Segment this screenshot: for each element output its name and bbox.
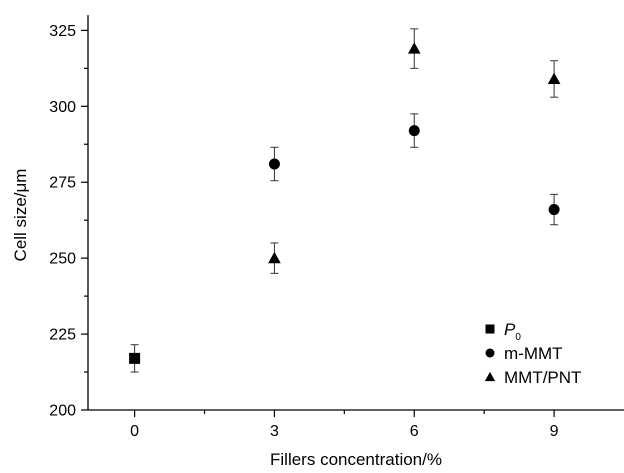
m-mmt-point — [548, 204, 560, 216]
y-axis-title: Cell size/μm — [11, 169, 30, 262]
data-markers — [129, 42, 561, 364]
legend-label-m-mmt: m-MMT — [504, 344, 563, 363]
y-axis-ticks: 200 225 250 275 300 325 — [49, 23, 88, 420]
y-tick-label: 275 — [49, 175, 76, 192]
legend-label-mmt-pnt: MMT/PNT — [504, 368, 581, 387]
legend-label-subscript: 0 — [515, 332, 521, 343]
x-tick-label: 6 — [410, 423, 419, 440]
legend: P0m-MMT MMT/PNT — [484, 320, 581, 387]
x-tick-label: 3 — [270, 423, 279, 440]
x-axis-ticks: 0 3 6 9 — [130, 410, 559, 440]
y-tick-label: 250 — [49, 251, 76, 268]
plot-frame — [87, 15, 624, 411]
legend-label-p: P0 — [504, 320, 521, 343]
p-point — [129, 352, 141, 364]
legend-marker-p — [485, 324, 495, 334]
y-tick-label: 200 — [49, 403, 76, 420]
m-mmt-point — [268, 158, 280, 170]
legend-marker-m-mmt — [485, 348, 495, 358]
mmt-pnt-point — [547, 72, 561, 85]
y-tick-label: 300 — [49, 99, 76, 116]
m-mmt-point — [408, 125, 420, 137]
y-tick-label: 325 — [49, 23, 76, 40]
mmt-pnt-point — [407, 42, 421, 54]
error-bars — [130, 28, 559, 373]
mmt-pnt-point — [268, 251, 281, 264]
x-tick-label: 9 — [550, 423, 559, 440]
x-tick-label: 0 — [130, 423, 139, 440]
x-axis-title: Fillers concentration/% — [270, 450, 442, 469]
y-tick-label: 225 — [49, 327, 76, 344]
legend-marker-mmt-pnt — [484, 371, 496, 382]
